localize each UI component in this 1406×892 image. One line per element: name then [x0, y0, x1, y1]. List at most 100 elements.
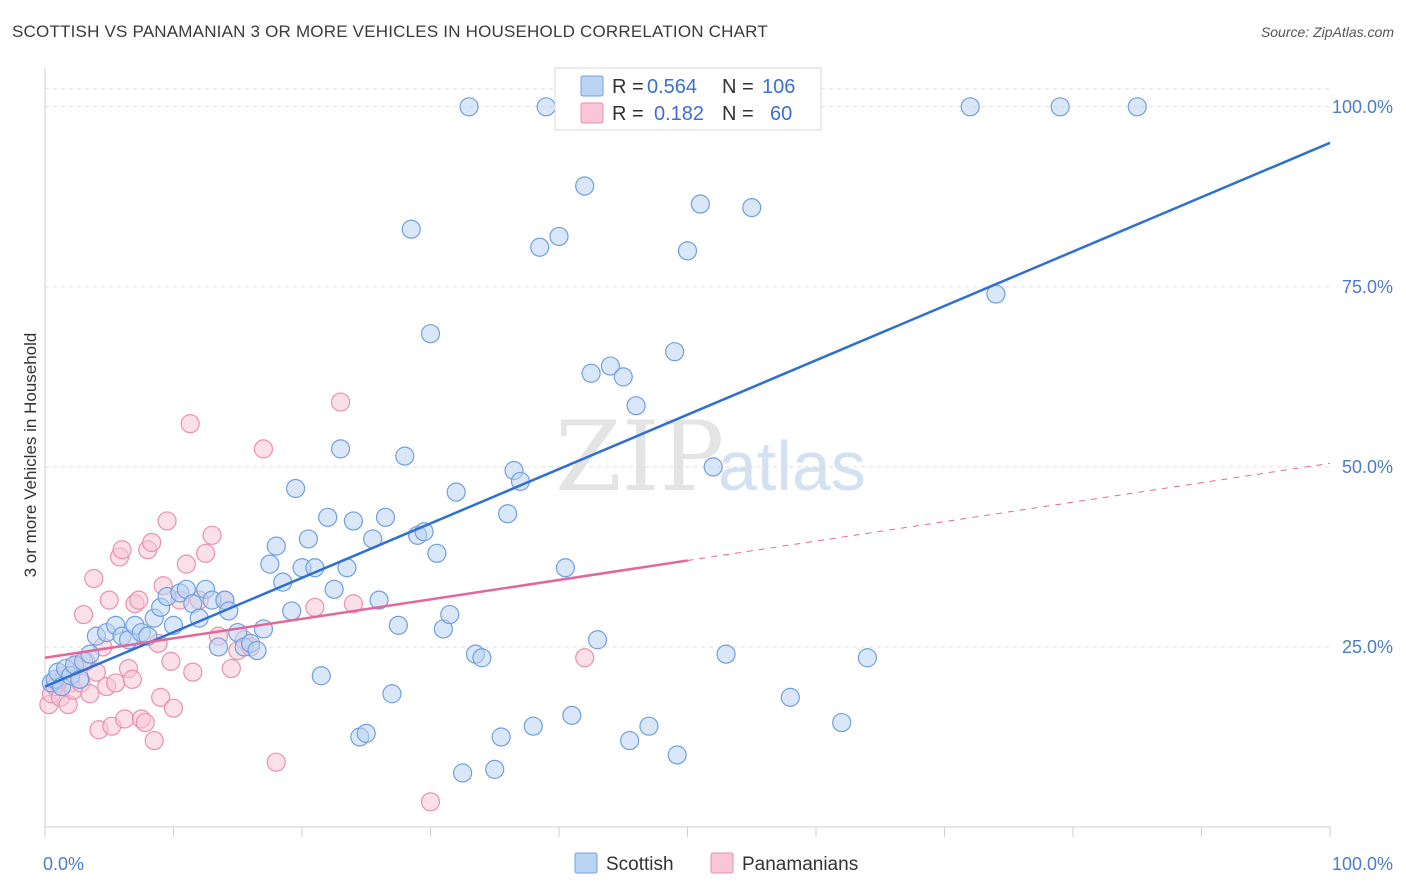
scottish-point-62 — [427, 543, 447, 563]
x-tick-label-0: 0.0% — [43, 854, 84, 874]
scottish-point-80 — [562, 705, 582, 725]
chart-title: SCOTTISH VS PANAMANIAN 3 OR MORE VEHICLE… — [12, 22, 768, 41]
panamanian-point-11 — [73, 604, 94, 625]
scottish-point-44 — [311, 666, 331, 686]
legend-swatch-panamanians — [580, 102, 604, 124]
panamanian-point-58 — [420, 792, 441, 812]
legend-n-value-panamanians: 60 — [770, 103, 792, 125]
scottish-point-100 — [832, 712, 852, 733]
scottish-point-105 — [1127, 97, 1147, 117]
source-label: Source: ZipAtlas.com — [1260, 24, 1394, 40]
scottish-point-77 — [536, 97, 556, 117]
scottish-point-86 — [620, 730, 640, 751]
scottish-point-9 — [80, 644, 100, 664]
scottish-point-64 — [440, 604, 460, 625]
panamanian-point-13 — [80, 684, 100, 704]
panamanian-trend-line — [44, 559, 688, 659]
scottish-point-69 — [472, 648, 492, 668]
legend-swatch-scottish-bottom — [574, 852, 598, 874]
scottish-trend-line — [44, 141, 1331, 688]
panamanian-point-21 — [106, 673, 126, 693]
scottish-point-56 — [388, 615, 408, 635]
scottish-point-67 — [459, 97, 479, 117]
scottish-point-93 — [703, 457, 723, 477]
panamanian-point-33 — [144, 730, 164, 751]
legend-n-value-scottish: 106 — [762, 76, 795, 98]
scottish-point-88 — [639, 716, 659, 736]
panamanian-point-23 — [112, 540, 132, 560]
y-axis-label: 3 or more Vehicles in Household — [21, 333, 40, 578]
scottish-point-81 — [575, 176, 595, 196]
scottish-point-87 — [626, 396, 646, 416]
panamanian-point-53 — [253, 439, 274, 459]
panamanian-point-38 — [161, 651, 181, 671]
panamanian-point-42 — [180, 414, 200, 434]
scottish-point-42 — [298, 529, 319, 549]
scottish-point-34 — [247, 640, 267, 661]
scottish-point-85 — [613, 367, 633, 387]
scottish-point-96 — [742, 198, 762, 218]
y-tick-labels: 25.0% 50.0% 75.0% 100.0% — [1332, 97, 1393, 657]
y-tick-label-1: 50.0% — [1342, 457, 1393, 477]
scottish-point-71 — [491, 727, 511, 747]
scottish-point-47 — [330, 439, 351, 459]
panamanian-point-14 — [84, 568, 104, 589]
scottish-point-94 — [716, 644, 736, 664]
panamanian-point-37 — [157, 511, 177, 531]
legend-n-label-panamanians: N = — [722, 103, 754, 125]
scottish-point-72 — [498, 504, 518, 524]
scottish-point-84 — [600, 356, 621, 376]
panamanian-point-30 — [135, 712, 155, 733]
scottish-point-83 — [587, 630, 608, 650]
scottish-point-89 — [665, 342, 685, 362]
legend-label-panamanians: Panamanians — [742, 854, 858, 875]
panamanian-point-35 — [151, 687, 171, 707]
scottish-point-101 — [857, 648, 878, 668]
panamanian-point-19 — [99, 590, 119, 610]
scottish-point-51 — [356, 723, 376, 743]
y-tick-label-3: 100.0% — [1332, 97, 1393, 117]
scottish-point-92 — [690, 194, 710, 214]
scottish-point-79 — [555, 558, 576, 578]
scottish-point-49 — [343, 511, 363, 531]
x-tick-labels: 0.0% 100.0% — [43, 854, 1393, 874]
scottish-point-66 — [453, 763, 473, 783]
legend-label-scottish: Scottish — [606, 854, 674, 875]
scottish-point-36 — [260, 554, 280, 574]
scottish-point-65 — [446, 482, 466, 502]
scottish-point-90 — [667, 745, 687, 765]
legend-r-label-scottish: R = — [612, 76, 644, 98]
scottish-point-28 — [208, 637, 229, 657]
panamanian-point-32 — [142, 532, 162, 553]
scottish-point-58 — [401, 219, 421, 239]
panamanian-point-45 — [196, 543, 216, 563]
panamanian-point-28 — [129, 590, 149, 610]
scottish-point-91 — [677, 241, 698, 261]
panamanian-point-39 — [163, 698, 184, 718]
panamanian-point-46 — [202, 525, 222, 545]
series-legend: Scottish Panamanians — [574, 852, 858, 875]
legend-swatch-scottish — [580, 75, 604, 97]
panamanian-point-56 — [330, 392, 351, 412]
scottish-point-76 — [530, 237, 550, 257]
y-tick-label-2: 75.0% — [1342, 277, 1393, 297]
panamanian-point-55 — [305, 597, 325, 617]
scottish-point-54 — [375, 507, 396, 527]
legend-swatch-panamanians-bottom — [710, 852, 734, 874]
scottish-point-57 — [395, 446, 415, 466]
correlation-legend: R = 0.564 N = 106 R = 0.182 N = 60 — [554, 67, 822, 131]
scottish-point-82 — [581, 363, 601, 383]
x-tick-label-1: 100.0% — [1332, 854, 1393, 874]
scottish-point-104 — [1050, 97, 1070, 117]
panamanian-point-59 — [575, 648, 595, 668]
grid-lines — [45, 88, 1330, 648]
panamanian-point-54 — [266, 752, 286, 772]
panamanian-point-26 — [122, 669, 142, 689]
panamanian-point-43 — [183, 662, 203, 682]
scottish-points — [41, 97, 1147, 783]
scottish-point-61 — [420, 324, 441, 344]
panamanian-point-57 — [343, 594, 363, 614]
panamanian-point-41 — [176, 554, 196, 574]
y-tick-label-0: 25.0% — [1342, 637, 1393, 657]
panamanian-point-24 — [115, 709, 135, 729]
